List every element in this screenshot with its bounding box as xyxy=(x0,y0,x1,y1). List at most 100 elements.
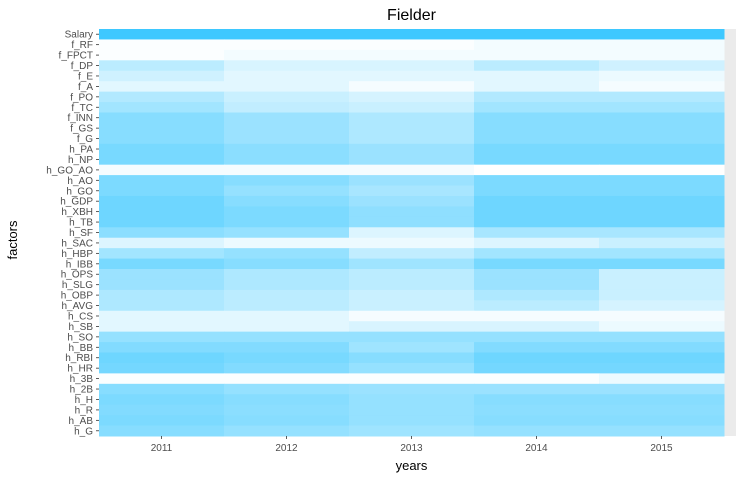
heatmap-cell xyxy=(599,269,725,280)
heatmap-cell xyxy=(474,394,600,406)
heatmap-cell xyxy=(474,29,600,40)
heatmap-cell xyxy=(99,342,225,354)
heatmap-cell xyxy=(99,216,225,228)
y-tick-label: h_H xyxy=(75,395,93,406)
y-tick-label: h_HBP xyxy=(61,249,93,260)
heatmap-cell xyxy=(599,362,725,374)
heatmap-cell xyxy=(599,415,725,427)
y-tick-label: h_GDP xyxy=(60,197,93,208)
heatmap-cell xyxy=(349,321,475,333)
heatmap-cell xyxy=(224,133,350,145)
heatmap-cell xyxy=(349,91,475,103)
heatmap-cell xyxy=(474,112,600,124)
heatmap-cell xyxy=(224,321,350,333)
heatmap-cell xyxy=(474,206,600,218)
heatmap-cell xyxy=(474,154,600,166)
heatmap-cell xyxy=(349,60,475,72)
heatmap-cell xyxy=(474,91,600,103)
heatmap-cell xyxy=(224,258,350,270)
y-tick-label: h_RBI xyxy=(65,353,93,364)
heatmap-cell xyxy=(474,373,600,385)
heatmap-cell xyxy=(99,373,225,385)
heatmap-cell xyxy=(99,133,225,145)
heatmap-cell xyxy=(474,383,600,395)
y-tick-label: h_AO xyxy=(67,176,93,187)
heatmap-cell xyxy=(474,362,600,374)
heatmap-cell xyxy=(99,206,225,218)
heatmap-cell xyxy=(224,310,350,322)
y-tick-label: h_TB xyxy=(69,218,93,229)
heatmap-cell xyxy=(474,300,600,312)
heatmap-cell xyxy=(224,269,350,280)
heatmap-cell xyxy=(349,383,475,395)
y-tick-label: f_A xyxy=(78,82,93,93)
heatmap-cell xyxy=(349,206,475,218)
heatmap-cell xyxy=(474,70,600,82)
y-tick-label: h_G xyxy=(74,426,93,437)
y-tick-label: f_TC xyxy=(71,103,93,114)
heatmap-cell xyxy=(224,185,350,197)
heatmap-cell xyxy=(99,248,225,260)
heatmap-cell xyxy=(99,394,225,406)
heatmap-cell xyxy=(349,373,475,385)
heatmap-cell xyxy=(349,415,475,427)
heatmap-cell xyxy=(349,143,475,155)
y-tick-label: f_G xyxy=(77,134,93,145)
heatmap-cell xyxy=(349,352,475,364)
x-tick-label: 2015 xyxy=(650,443,673,454)
heatmap-cell xyxy=(599,102,725,113)
y-tick-label: h_SAC xyxy=(61,238,93,249)
heatmap-cell xyxy=(474,164,600,176)
heatmap-cell xyxy=(599,164,725,176)
heatmap-cell xyxy=(599,248,725,260)
heatmap-cell xyxy=(99,122,225,134)
heatmap-cell xyxy=(474,415,600,427)
heatmap-cell xyxy=(224,237,350,249)
x-axis-ticks: 2011 2012 2013 2014 2015 xyxy=(151,436,673,454)
heatmap-cell xyxy=(349,70,475,82)
heatmap-cell xyxy=(224,29,350,40)
heatmap-cell xyxy=(99,237,225,249)
heatmap-cell xyxy=(474,321,600,333)
heatmap-cell xyxy=(599,383,725,395)
y-tick-label: f_DP xyxy=(71,61,94,72)
heatmap-cell xyxy=(99,175,225,187)
heatmap-cell xyxy=(99,289,225,301)
heatmap-cell xyxy=(224,216,350,228)
x-axis-title: years xyxy=(396,458,428,473)
x-tick-label: 2014 xyxy=(525,443,548,454)
heatmap-cell xyxy=(599,237,725,249)
heatmap-cell xyxy=(99,404,225,416)
heatmap-cell xyxy=(224,342,350,354)
heatmap-cell xyxy=(599,154,725,166)
y-tick-label: h_PA xyxy=(69,145,93,156)
heatmap-cell xyxy=(474,185,600,197)
y-tick-label: f_PO xyxy=(70,92,93,103)
y-tick-label: h_HR xyxy=(67,364,93,375)
heatmap-cell xyxy=(99,102,225,113)
y-tick-label: h_BB xyxy=(69,343,94,354)
y-tick-label: h_2B xyxy=(70,385,94,396)
heatmap-cell xyxy=(349,133,475,145)
heatmap-cell xyxy=(474,342,600,354)
heatmap-cell xyxy=(99,195,225,207)
heatmap-cell xyxy=(349,39,475,51)
heatmap-cells xyxy=(99,29,725,437)
heatmap-cell xyxy=(224,70,350,82)
heatmap-cell xyxy=(224,352,350,364)
y-tick-label: h_SO xyxy=(67,332,93,343)
y-tick-label: h_NP xyxy=(68,155,93,166)
heatmap-cell xyxy=(224,122,350,134)
y-tick-label: h_3B xyxy=(70,374,94,385)
heatmap-cell xyxy=(224,39,350,51)
heatmap-cell xyxy=(99,258,225,270)
heatmap-cell xyxy=(349,300,475,312)
heatmap-cell xyxy=(349,175,475,187)
heatmap-cell xyxy=(349,289,475,301)
heatmap-cell xyxy=(474,404,600,416)
heatmap-cell xyxy=(349,342,475,354)
heatmap-cell xyxy=(224,300,350,312)
heatmap-cell xyxy=(99,39,225,51)
heatmap-cell xyxy=(599,289,725,301)
heatmap-cell xyxy=(474,195,600,207)
